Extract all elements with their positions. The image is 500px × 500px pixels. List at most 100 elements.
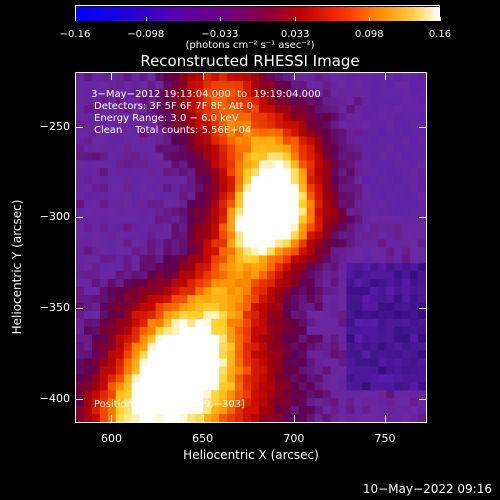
image-pixel (76, 207, 85, 217)
image-pixel (354, 342, 363, 352)
image-pixel (298, 128, 308, 138)
image-pixel (290, 160, 300, 169)
image-pixel (346, 398, 355, 407)
image-pixel (274, 136, 284, 145)
image-pixel (346, 310, 355, 320)
image-pixel (91, 390, 101, 399)
image-pixel (155, 104, 165, 114)
image-pixel (123, 73, 133, 82)
image-pixel (274, 104, 284, 114)
image-pixel (314, 255, 324, 264)
image-pixel (195, 191, 204, 201)
image-pixel (187, 342, 196, 352)
image-pixel (258, 382, 268, 391)
image-pixel (211, 184, 220, 193)
image-pixel (354, 184, 363, 193)
image-pixel (99, 223, 109, 233)
image-pixel (330, 334, 340, 344)
image-pixel (418, 215, 426, 225)
image-pixel (211, 326, 220, 336)
image-pixel (322, 128, 332, 138)
image-pixel (322, 350, 332, 360)
image-pixel (179, 358, 188, 368)
image-pixel (211, 390, 220, 399)
image-pixel (354, 263, 363, 272)
image-pixel (76, 303, 85, 312)
image-pixel (274, 199, 284, 209)
image-pixel (346, 96, 355, 106)
image-pixel (290, 398, 300, 407)
colorbar-tick-mark (369, 17, 371, 21)
image-pixel (243, 358, 252, 368)
image-pixel (91, 73, 101, 82)
image-pixel (83, 239, 93, 249)
image-pixel (195, 247, 204, 257)
image-pixel (266, 80, 276, 90)
image-pixel (187, 382, 196, 391)
image-pixel (354, 406, 363, 415)
image-pixel (99, 310, 109, 320)
image-pixel (76, 215, 85, 225)
image-pixel (147, 120, 157, 130)
image-pixel (370, 73, 379, 82)
image-pixel (282, 255, 292, 264)
image-pixel (410, 207, 419, 217)
image-pixel (402, 374, 411, 383)
image-pixel (131, 239, 141, 249)
image-pixel (330, 374, 340, 383)
image-pixel (410, 255, 419, 264)
image-pixel (258, 390, 268, 399)
image-pixel (394, 255, 403, 264)
image-pixel (282, 199, 292, 209)
image-pixel (115, 73, 125, 82)
image-pixel (227, 207, 236, 217)
image-pixel (219, 406, 228, 415)
image-pixel (354, 144, 363, 153)
image-pixel (402, 342, 411, 352)
image-pixel (330, 303, 340, 312)
image-pixel (123, 191, 133, 201)
image-pixel (266, 73, 276, 82)
image-pixel (346, 136, 355, 145)
image-pixel (123, 398, 133, 407)
image-pixel (99, 406, 109, 415)
image-pixel (99, 215, 109, 225)
image-pixel (155, 271, 165, 280)
image-pixel (258, 247, 268, 257)
image-pixel (227, 168, 236, 177)
image-pixel (330, 104, 340, 114)
image-pixel (266, 271, 276, 280)
image-pixel (266, 406, 276, 415)
x-tick-mark (385, 415, 387, 423)
image-pixel (76, 318, 85, 328)
image-pixel (219, 96, 228, 106)
image-pixel (418, 128, 426, 138)
image-pixel (107, 184, 117, 193)
image-pixel (306, 128, 316, 138)
image-pixel (171, 350, 180, 360)
image-pixel (91, 215, 101, 225)
image-pixel (251, 120, 260, 130)
image-pixel (219, 255, 228, 264)
image-pixel (227, 279, 236, 288)
image-pixel (402, 96, 411, 106)
image-pixel (203, 414, 212, 422)
image-pixel (306, 80, 316, 90)
image-pixel (378, 152, 387, 161)
image-pixel (163, 128, 173, 138)
image-pixel (314, 279, 324, 288)
image-pixel (179, 215, 188, 225)
image-pixel (219, 207, 228, 217)
image-pixel (235, 382, 244, 391)
image-pixel (139, 255, 149, 264)
image-pixel (258, 152, 268, 161)
image-pixel (227, 303, 236, 312)
image-pixel (203, 88, 212, 98)
image-pixel (298, 80, 308, 90)
image-pixel (314, 160, 324, 169)
image-pixel (235, 176, 244, 185)
image-pixel (76, 255, 85, 264)
image-pixel (330, 326, 340, 336)
image-pixel (402, 191, 411, 201)
image-pixel (266, 318, 276, 328)
